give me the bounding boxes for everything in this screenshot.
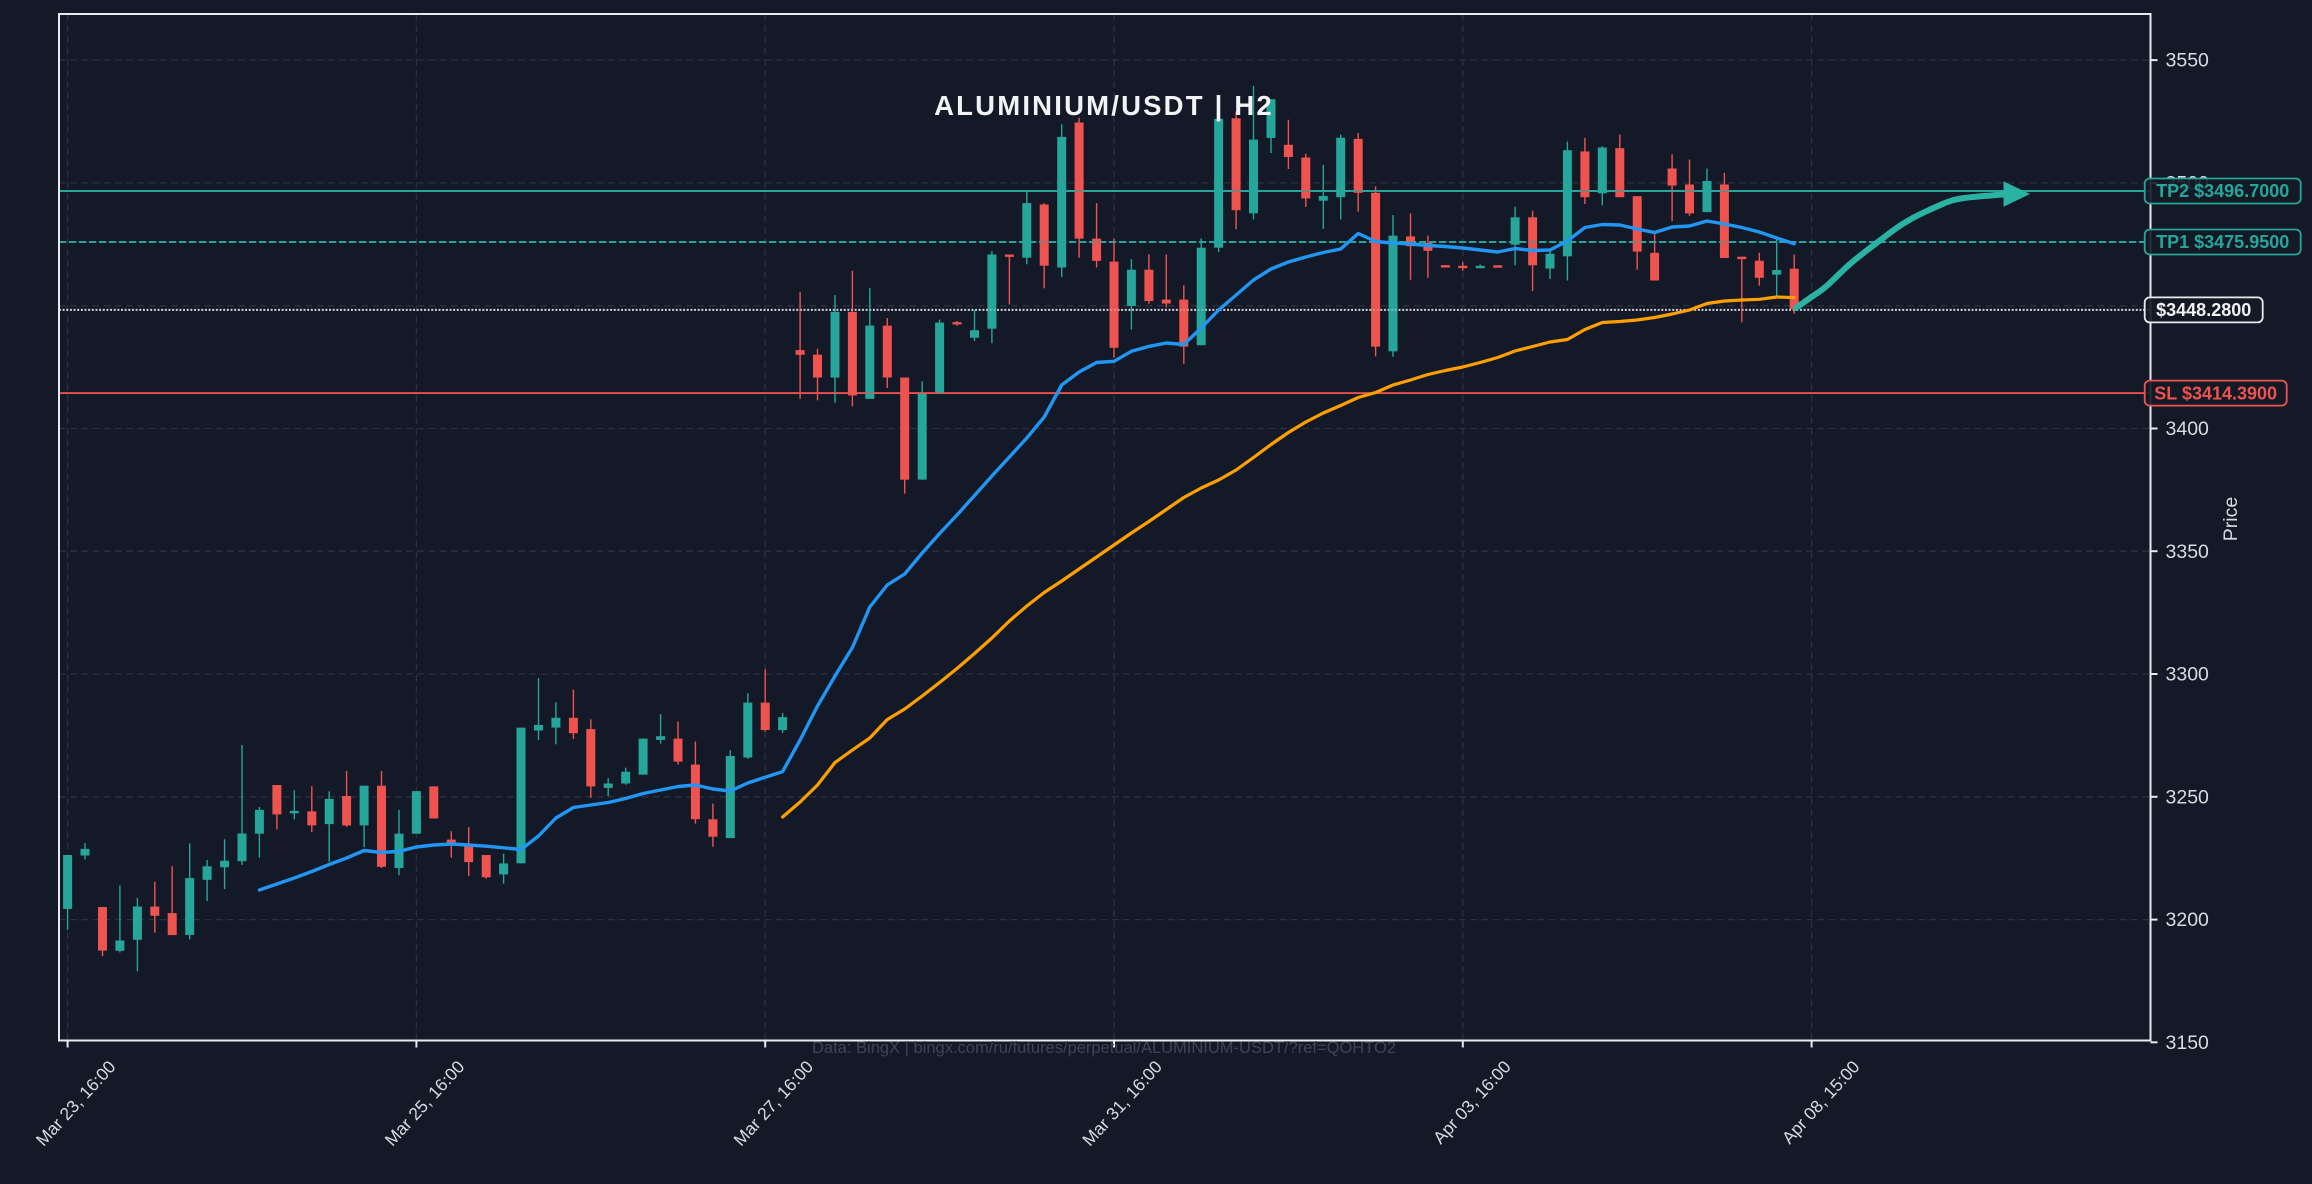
svg-text:3400: 3400 bbox=[2166, 418, 2210, 440]
svg-text:3200: 3200 bbox=[2166, 909, 2210, 931]
svg-text:SL $3414.3900: SL $3414.3900 bbox=[2154, 383, 2277, 403]
svg-text:3350: 3350 bbox=[2166, 541, 2210, 563]
svg-text:TP2 $3496.7000: TP2 $3496.7000 bbox=[2156, 181, 2289, 201]
svg-text:$3448.2800: $3448.2800 bbox=[2156, 300, 2251, 320]
svg-text:Data: BingX | bingx.com/ru/fut: Data: BingX | bingx.com/ru/futures/perpe… bbox=[812, 1039, 1396, 1057]
svg-text:Price: Price bbox=[2220, 497, 2242, 541]
svg-text:3550: 3550 bbox=[2166, 50, 2210, 72]
svg-text:3250: 3250 bbox=[2166, 786, 2210, 808]
svg-text:3300: 3300 bbox=[2166, 664, 2210, 686]
svg-text:3150: 3150 bbox=[2166, 1032, 2210, 1054]
svg-text:TP1 $3475.9500: TP1 $3475.9500 bbox=[2156, 232, 2289, 252]
svg-text:ALUMINIUM/USDT | H2: ALUMINIUM/USDT | H2 bbox=[934, 90, 1274, 121]
